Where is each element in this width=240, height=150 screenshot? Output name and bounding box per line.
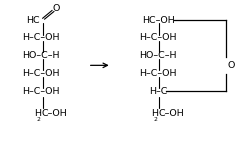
- Text: H–C–OH: H–C–OH: [139, 33, 177, 42]
- Text: O: O: [228, 61, 235, 70]
- Text: C–OH: C–OH: [42, 109, 68, 118]
- Text: H–C–OH: H–C–OH: [139, 69, 177, 78]
- Text: 2: 2: [37, 117, 41, 122]
- Text: 2: 2: [154, 117, 158, 122]
- Text: HC: HC: [26, 15, 40, 24]
- Text: H–C: H–C: [149, 87, 167, 96]
- Text: HO–C–H: HO–C–H: [23, 51, 60, 60]
- Text: H: H: [151, 109, 158, 118]
- Text: H–C–OH: H–C–OH: [23, 33, 60, 42]
- Text: C–OH: C–OH: [159, 109, 185, 118]
- Text: HC–OH: HC–OH: [142, 15, 174, 24]
- Text: O: O: [53, 4, 60, 13]
- Text: HO–C–H: HO–C–H: [139, 51, 177, 60]
- Text: H–C–OH: H–C–OH: [23, 87, 60, 96]
- Text: H–C–OH: H–C–OH: [23, 69, 60, 78]
- Text: H: H: [34, 109, 41, 118]
